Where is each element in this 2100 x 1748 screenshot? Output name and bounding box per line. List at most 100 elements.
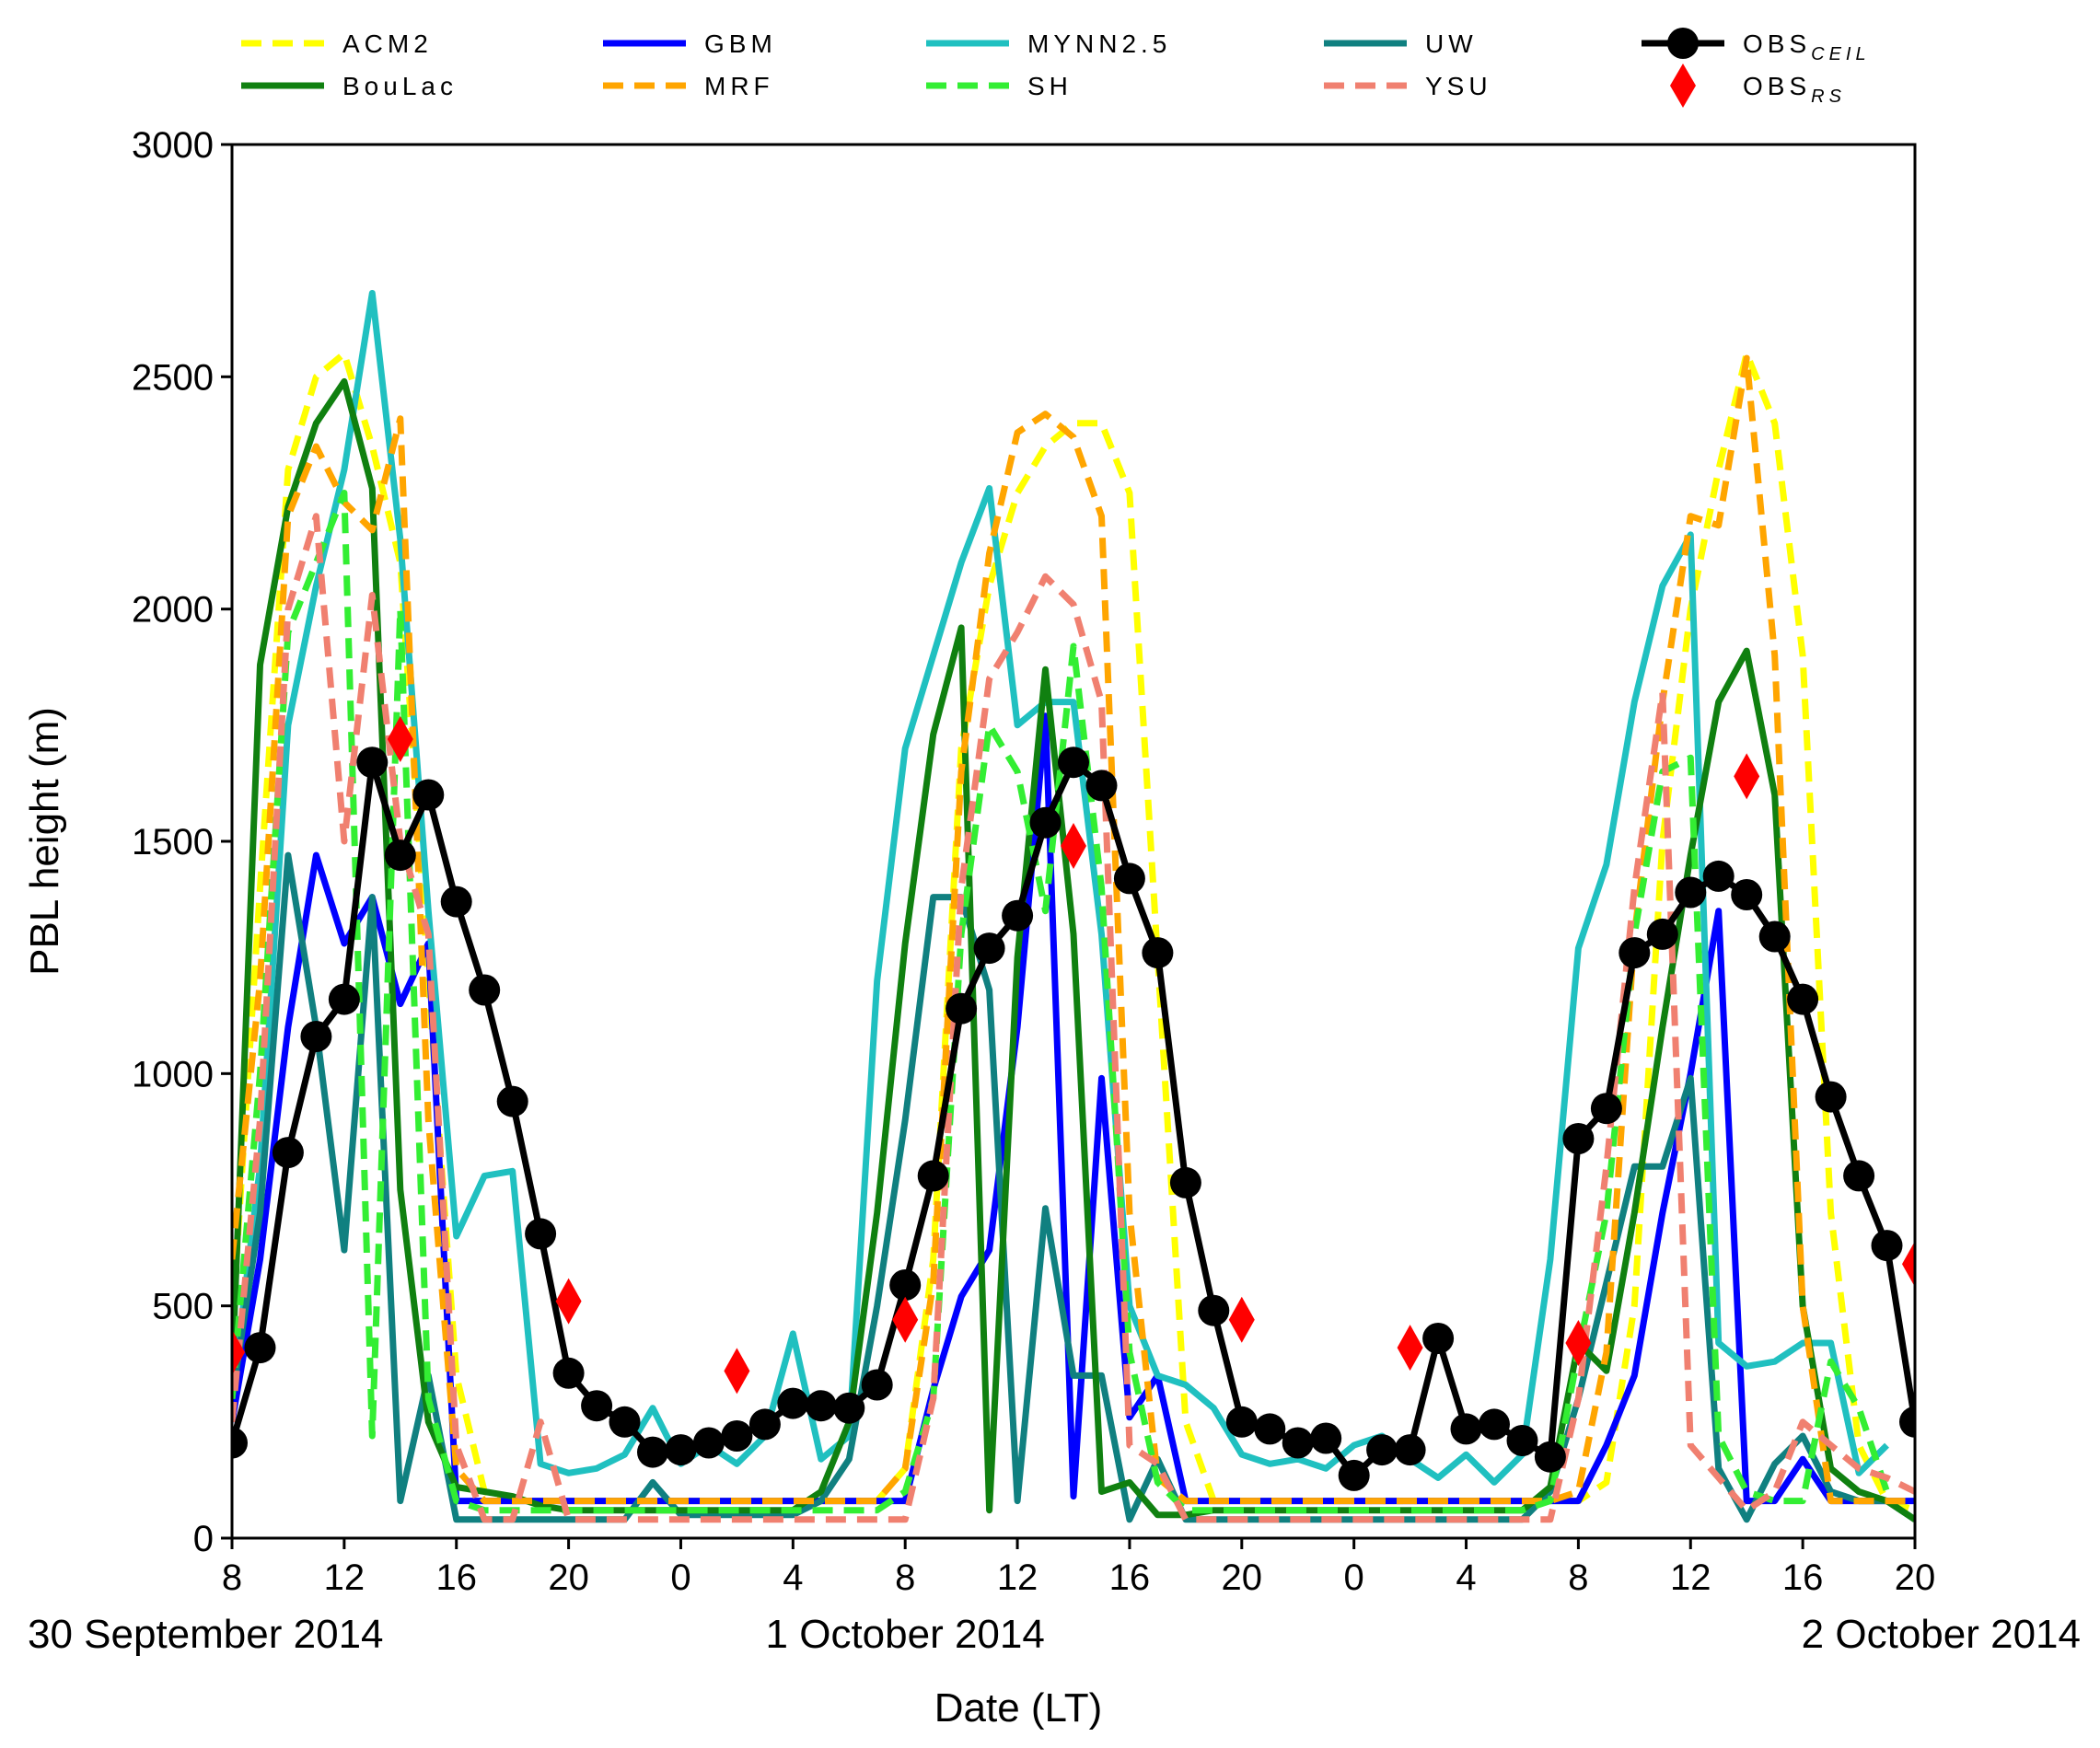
obs-ceil-point [1394,1434,1426,1466]
obs-ceil-point [1198,1294,1230,1326]
obs-ceil-point [412,779,445,811]
obs-ceil-point [581,1390,613,1422]
legend-label: OBSRS [1743,72,1846,107]
x-tick-label: 16 [1109,1557,1151,1598]
obs-ceil-point [1254,1413,1286,1445]
legend-entry-obs-rs: OBSRS [1670,64,1846,108]
y-tick-label: 500 [152,1287,214,1327]
x-tick-label: 12 [324,1557,365,1598]
obs-ceil-point [469,974,501,1006]
obs-ceil-point [1731,879,1763,910]
obs-ceil-point [1787,983,1819,1015]
obs-ceil-point [1142,937,1174,969]
x-tick-label: 8 [1568,1557,1588,1598]
date-label: 2 October 2014 [1802,1612,2081,1657]
legend-swatch [1670,64,1696,108]
obs-ceil-point [609,1406,641,1438]
legend-label: BouLac [342,72,458,100]
date-label: 30 September 2014 [28,1612,384,1657]
legend-entry-mynn2-5: MYNN2.5 [926,29,1166,58]
obs-ceil-point [748,1408,781,1441]
obs-ceil-point [1506,1425,1538,1456]
legend-entry-sh: SH [926,72,1073,100]
obs-ceil-point [300,1021,332,1052]
legend-entry-obs-ceil: OBSCEIL [1642,28,1871,64]
obs-ceil-point [356,747,389,779]
legend-label: YSU [1425,72,1492,100]
legend-label: ACM2 [342,29,433,58]
obs-ceil-point [946,992,978,1024]
obs-ceil-point [1225,1406,1258,1438]
legend-entry-gbm: GBM [603,29,777,58]
legend-label-subscript: RS [1811,87,1846,107]
obs-ceil-point [1562,1123,1595,1154]
obs-ceil-point [440,886,472,918]
obs-ceil-point [1338,1459,1370,1491]
x-tick-label: 20 [548,1557,589,1598]
x-tick-label: 12 [997,1557,1038,1598]
legend: ACM2 GBM MYNN2.5 UW OBSCEIL BouLac MRF SH YSU OBS… [241,28,1871,108]
obs-ceil-point [1675,876,1707,909]
obs-ceil-point [244,1332,276,1364]
obs-ceil-point [1422,1323,1455,1354]
obs-ceil-point [496,1085,528,1117]
plot-area [232,290,1915,1523]
legend-entry-boulac: BouLac [241,72,458,100]
x-tick-label: 12 [1670,1557,1711,1598]
series-line-mynn2-5 [232,290,1889,1486]
obs-rs-point [1902,1241,1915,1288]
series-line-boulac [232,377,1915,1522]
obs-ceil-point [1899,1406,1915,1438]
legend-entry-ysu: YSU [1324,72,1492,100]
obs-ceil-point [1843,1160,1875,1192]
y-tick-label: 1000 [132,1054,214,1094]
y-tick-label: 1500 [132,822,214,862]
axes: 0 500 1000 1500 2000 2500 3000 8 12 16 20 0 4 8 12 16 20… [22,125,2081,1731]
obs-ceil-point [1002,899,1034,932]
x-axis-title: Date (LT) [934,1685,1103,1731]
obs-ceil-point [1310,1422,1342,1454]
obs-ceil-point [1646,918,1678,950]
legend-label: UW [1425,29,1478,58]
legend-entry-acm2: ACM2 [241,29,433,58]
obs-rs-point [1565,1320,1592,1367]
obs-ceil-point [1058,747,1089,779]
x-tick-label: 20 [1222,1557,1263,1598]
x-tick-label: 20 [1895,1557,1936,1598]
obs-ceil-point [721,1420,753,1452]
legend-label: SH [1027,72,1073,100]
y-axis-title: PBL height (m) [22,707,67,976]
date-label: 1 October 2014 [766,1612,1045,1657]
legend-label: MRF [704,72,774,100]
legend-marker [1667,28,1699,59]
legend-entry-mrf: MRF [603,72,774,100]
obs-ceil-point [1085,770,1118,802]
obs-ceil-point [637,1436,668,1468]
obs-ceil-point [384,839,416,872]
obs-ceil-point [1534,1441,1566,1473]
obs-ceil-point [1619,937,1651,969]
obs-ceil-point [889,1269,922,1301]
obs-ceil-point [1479,1408,1510,1441]
obs-ceil-point [1702,860,1735,892]
x-tick-label: 4 [783,1557,803,1598]
obs-ceil-point [272,1137,304,1169]
obs-rs-point [232,1329,245,1376]
obs-ceil-point [1113,862,1145,895]
legend-label: OBSCEIL [1743,29,1871,64]
obs-ceil-point [232,1427,248,1459]
obs-ceil-point [1450,1413,1482,1445]
obs-rs-point [555,1278,582,1325]
obs-rs-point [1228,1296,1255,1343]
obs-ceil-point [777,1387,809,1419]
y-tick-label: 0 [193,1519,214,1559]
y-tick-label: 2500 [132,357,214,398]
obs-rs-point [724,1348,750,1395]
series-line-ysu [232,513,1915,1523]
x-tick-label: 4 [1456,1557,1476,1598]
obs-ceil-point [1282,1427,1314,1459]
x-tick-label: 8 [222,1557,242,1598]
x-tick-label: 16 [1782,1557,1824,1598]
legend-label: GBM [704,29,777,58]
